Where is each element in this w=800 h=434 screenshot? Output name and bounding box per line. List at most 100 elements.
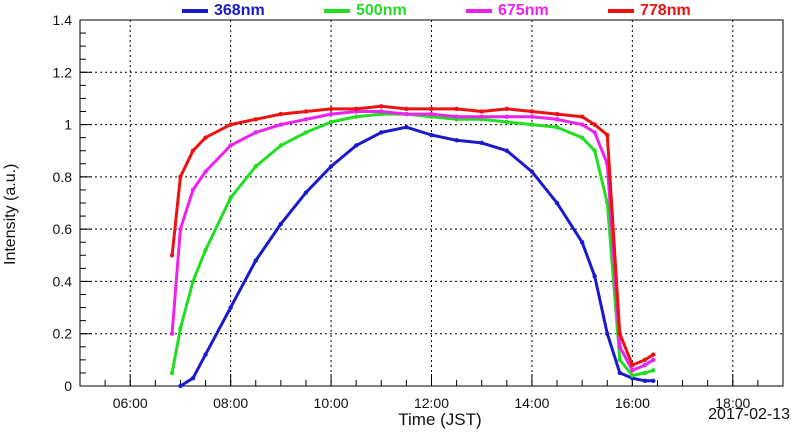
x-tick-label: 18:00 — [715, 395, 750, 411]
data-point-675nm — [303, 117, 309, 122]
data-point-778nm — [529, 109, 535, 114]
date-label: 2017-02-13 — [708, 406, 790, 423]
data-point-675nm — [169, 331, 175, 336]
data-point-778nm — [592, 122, 597, 127]
data-point-778nm — [190, 148, 196, 153]
data-point-368nm — [554, 200, 560, 206]
data-point-675nm — [554, 117, 560, 122]
data-point-368nm — [605, 331, 610, 336]
data-point-368nm — [429, 132, 434, 138]
data-point-500nm — [579, 135, 585, 140]
legend-swatch-675nm — [466, 9, 492, 13]
y-tick-label: 0.6 — [53, 221, 73, 237]
x-tick-label: 08:00 — [213, 395, 248, 411]
series-line-500nm — [170, 112, 654, 377]
legend-label-778nm: 778nm — [640, 2, 691, 19]
legend-label-500nm: 500nm — [356, 2, 407, 19]
data-point-675nm — [479, 114, 484, 119]
data-point-368nm — [617, 370, 623, 376]
data-point-778nm — [605, 132, 610, 138]
y-tick-label: 0.2 — [53, 326, 73, 342]
data-point-500nm — [592, 148, 597, 153]
data-point-368nm — [479, 140, 484, 146]
data-point-368nm — [651, 378, 656, 383]
data-point-778nm — [353, 106, 359, 112]
data-point-675nm — [630, 368, 635, 373]
data-point-500nm — [328, 119, 334, 125]
data-point-778nm — [454, 106, 459, 112]
data-point-675nm — [617, 344, 623, 349]
data-point-675nm — [404, 111, 409, 117]
legend-item-675nm: 675nm — [466, 2, 549, 20]
data-point-368nm — [642, 378, 648, 383]
data-point-368nm — [592, 274, 597, 279]
data-point-368nm — [278, 221, 284, 227]
data-point-778nm — [630, 362, 635, 368]
data-point-675nm — [379, 109, 384, 114]
y-tick-label: 0.8 — [53, 169, 73, 185]
legend-label-675nm: 675nm — [498, 2, 549, 19]
series-line-778nm — [170, 104, 655, 367]
legend: 368nm 500nm 675nm 778nm — [0, 0, 800, 26]
data-point-778nm — [642, 357, 648, 363]
x-tick-label: 10:00 — [314, 395, 349, 411]
data-point-675nm — [651, 357, 656, 363]
data-point-368nm — [504, 148, 510, 153]
data-point-500nm — [303, 130, 309, 135]
legend-item-500nm: 500nm — [324, 2, 407, 20]
data-point-675nm — [228, 143, 233, 148]
y-axis-label: Intensity (a.u.) — [2, 163, 19, 265]
data-point-500nm — [617, 357, 623, 363]
data-point-675nm — [529, 114, 535, 119]
data-point-500nm — [278, 143, 284, 148]
data-point-500nm — [190, 279, 196, 284]
data-point-500nm — [353, 114, 359, 119]
data-point-675nm — [178, 226, 183, 232]
data-point-368nm — [178, 383, 183, 389]
legend-swatch-368nm — [182, 9, 208, 13]
x-tick-label: 06:00 — [113, 395, 148, 411]
x-tick-label: 16:00 — [615, 395, 650, 411]
data-point-675nm — [429, 111, 434, 117]
y-tick-label: 1.2 — [53, 64, 73, 80]
series-line-368nm — [179, 125, 654, 388]
data-point-778nm — [178, 174, 183, 180]
data-point-500nm — [228, 195, 233, 200]
x-tick-label: 14:00 — [514, 395, 549, 411]
data-point-675nm — [504, 114, 510, 119]
data-point-778nm — [651, 352, 656, 357]
data-point-368nm — [253, 258, 258, 263]
data-point-675nm — [190, 187, 196, 193]
x-axis-label: Time (JST) — [398, 410, 482, 429]
data-point-368nm — [529, 169, 535, 174]
data-point-368nm — [190, 375, 196, 381]
legend-label-368nm: 368nm — [214, 2, 265, 19]
data-point-500nm — [605, 200, 610, 206]
data-point-368nm — [228, 305, 233, 310]
data-point-675nm — [203, 169, 208, 174]
legend-item-368nm: 368nm — [182, 2, 265, 20]
legend-swatch-500nm — [324, 9, 350, 13]
data-point-500nm — [651, 368, 656, 373]
y-tick-label: 1 — [64, 117, 72, 133]
data-point-778nm — [228, 122, 233, 127]
data-point-500nm — [203, 247, 208, 253]
data-point-675nm — [278, 122, 284, 127]
data-point-675nm — [592, 130, 597, 135]
x-tick-label: 12:00 — [414, 395, 449, 411]
data-point-368nm — [328, 164, 334, 169]
data-point-778nm — [278, 111, 284, 117]
y-tick-label: 0 — [64, 378, 72, 394]
y-axis-label-wrap: Intensity (a.u.) — [2, 164, 22, 265]
data-point-778nm — [579, 114, 585, 119]
data-point-368nm — [303, 190, 309, 195]
data-point-368nm — [579, 240, 585, 245]
legend-item-778nm: 778nm — [608, 2, 691, 20]
data-point-675nm — [642, 362, 648, 368]
data-point-778nm — [504, 106, 510, 112]
data-point-500nm — [178, 326, 183, 331]
data-point-778nm — [404, 106, 409, 112]
data-point-778nm — [303, 109, 309, 114]
data-point-675nm — [328, 111, 334, 117]
